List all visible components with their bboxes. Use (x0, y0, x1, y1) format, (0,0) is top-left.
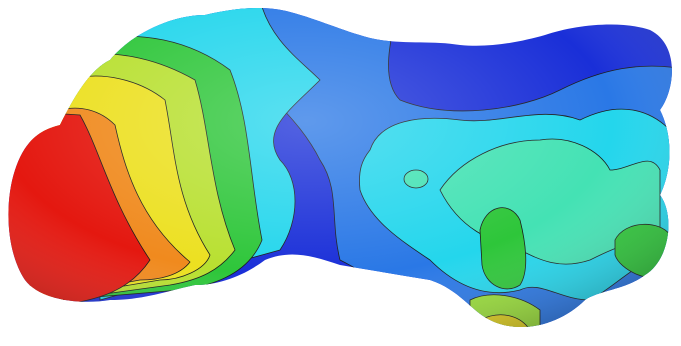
shading (0, 0, 681, 346)
surface-image (0, 0, 681, 346)
page: (() => { const data = JSON.parse(documen… (0, 0, 681, 346)
molecule-surface (0, 0, 681, 346)
